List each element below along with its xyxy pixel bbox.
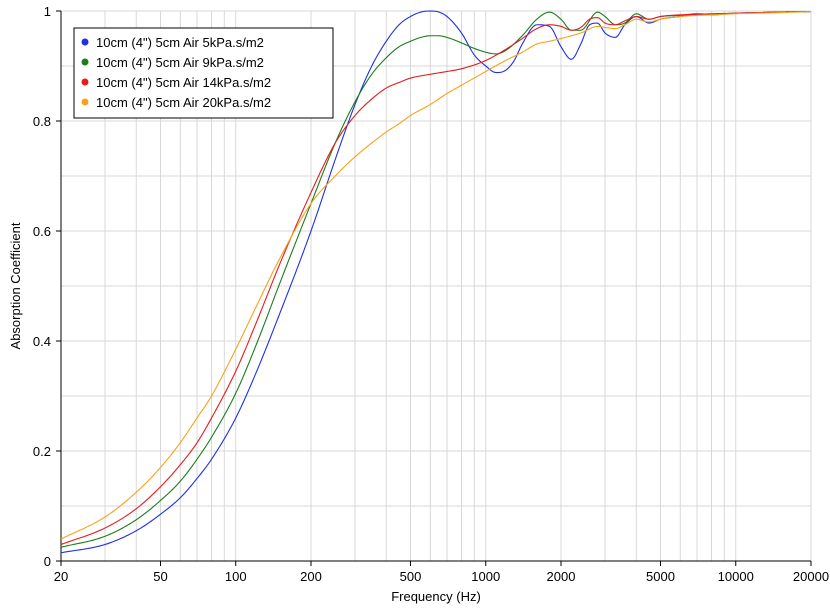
- legend-marker: [81, 58, 89, 66]
- legend-label: 10cm (4") 5cm Air 5kPa.s/m2: [96, 35, 264, 50]
- legend-marker: [81, 98, 89, 106]
- x-tick-label: 2000: [547, 569, 576, 584]
- x-tick-label: 500: [400, 569, 422, 584]
- x-tick-label: 1000: [471, 569, 500, 584]
- legend-label: 10cm (4") 5cm Air 14kPa.s/m2: [96, 75, 271, 90]
- axes: 20 50 100 200 500 1000 2000 5000 10000 20000 0 0.2 0…: [33, 4, 829, 584]
- legend-box: [73, 27, 334, 119]
- x-tick-label: 10000: [718, 569, 754, 584]
- series-lines: [60, 10, 812, 554]
- y-tick-label: 0.2: [33, 444, 51, 459]
- y-axis-title: Absorption Coefficient: [8, 222, 23, 349]
- legend-label: 10cm (4") 5cm Air 20kPa.s/m2: [96, 95, 271, 110]
- y-tick-label: 0.6: [33, 224, 51, 239]
- series-line-3: [60, 11, 812, 546]
- legend: 10cm (4") 5cm Air 5kPa.s/m2 10cm (4") 5cm…: [73, 27, 334, 119]
- y-tick-label: 0.8: [33, 114, 51, 129]
- x-axis-title: Frequency (Hz): [391, 589, 481, 604]
- y-tick-label: 0.4: [33, 334, 51, 349]
- series-line-4: [60, 11, 812, 540]
- x-tick-label: 50: [153, 569, 167, 584]
- x-tick-label: 200: [300, 569, 322, 584]
- legend-marker: [81, 38, 89, 46]
- x-tick-label: 100: [225, 569, 247, 584]
- legend-marker: [81, 78, 89, 86]
- x-tick-label: 20000: [793, 569, 829, 584]
- x-tick-label: 20: [54, 569, 68, 584]
- legend-label: 10cm (4") 5cm Air 9kPa.s/m2: [96, 55, 264, 70]
- x-tick-label: 5000: [646, 569, 675, 584]
- y-tick-label: 1: [44, 4, 51, 19]
- y-tick-label: 0: [44, 554, 51, 569]
